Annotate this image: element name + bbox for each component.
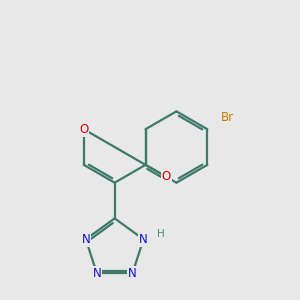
Text: N: N xyxy=(92,267,101,280)
Text: N: N xyxy=(128,267,137,280)
Text: O: O xyxy=(79,123,88,136)
Text: N: N xyxy=(81,233,90,246)
Text: H: H xyxy=(157,229,164,239)
Text: O: O xyxy=(161,170,171,183)
Text: Br: Br xyxy=(221,111,235,124)
Text: N: N xyxy=(139,233,148,246)
